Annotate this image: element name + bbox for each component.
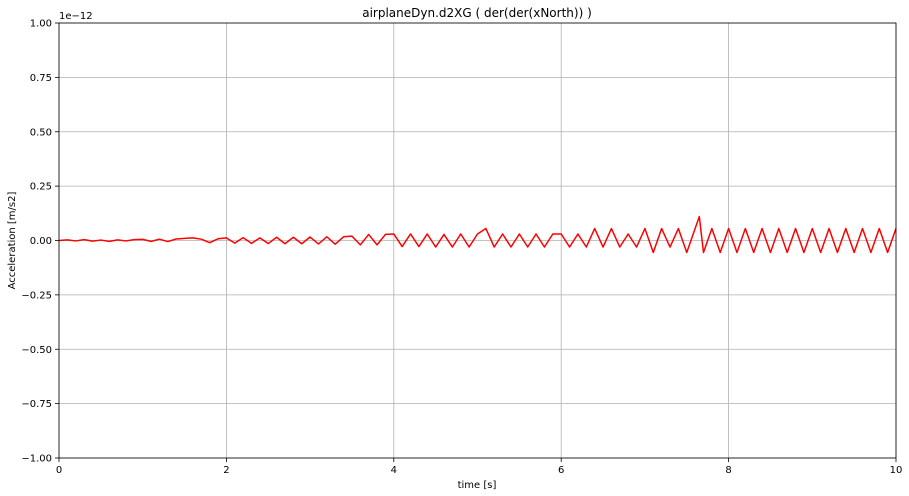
y-tick-label: 1.00: [30, 19, 52, 30]
grid-layer: [58, 22, 897, 459]
x-tick-label: 2: [223, 465, 229, 476]
series-line: [58, 215, 897, 254]
x-tick-label: 4: [391, 465, 397, 476]
y-tick-label: −0.50: [21, 345, 52, 356]
y-tick-label: 0.25: [30, 182, 52, 193]
y-tick-label: −0.25: [21, 290, 52, 301]
x-tick-label: 0: [56, 465, 62, 476]
series-layer: [58, 215, 897, 254]
x-tick-label: 10: [890, 465, 903, 476]
x-tick-label: 8: [725, 465, 731, 476]
x-tick-label: 6: [558, 465, 564, 476]
y-tick-label: 0.00: [30, 236, 52, 247]
y-tick-label: −0.75: [21, 399, 52, 410]
y-tick-label: 0.50: [30, 127, 52, 138]
tick-layer: 0 2 4 6 8 10 1.00 0.75 0.50 0.25 0.00 −0.25 −0.50 −0.…: [21, 19, 902, 477]
x-axis-label: time [s]: [458, 480, 497, 491]
y-offset-label: 1e−12: [59, 11, 93, 22]
chart-title: airplaneDyn.d2XG ( der(der(xNorth)) ): [362, 6, 592, 20]
y-tick-label: 0.75: [30, 73, 52, 84]
y-axis-label: Acceleration [m/s2]: [7, 192, 18, 290]
y-tick-label: −1.00: [21, 454, 52, 465]
